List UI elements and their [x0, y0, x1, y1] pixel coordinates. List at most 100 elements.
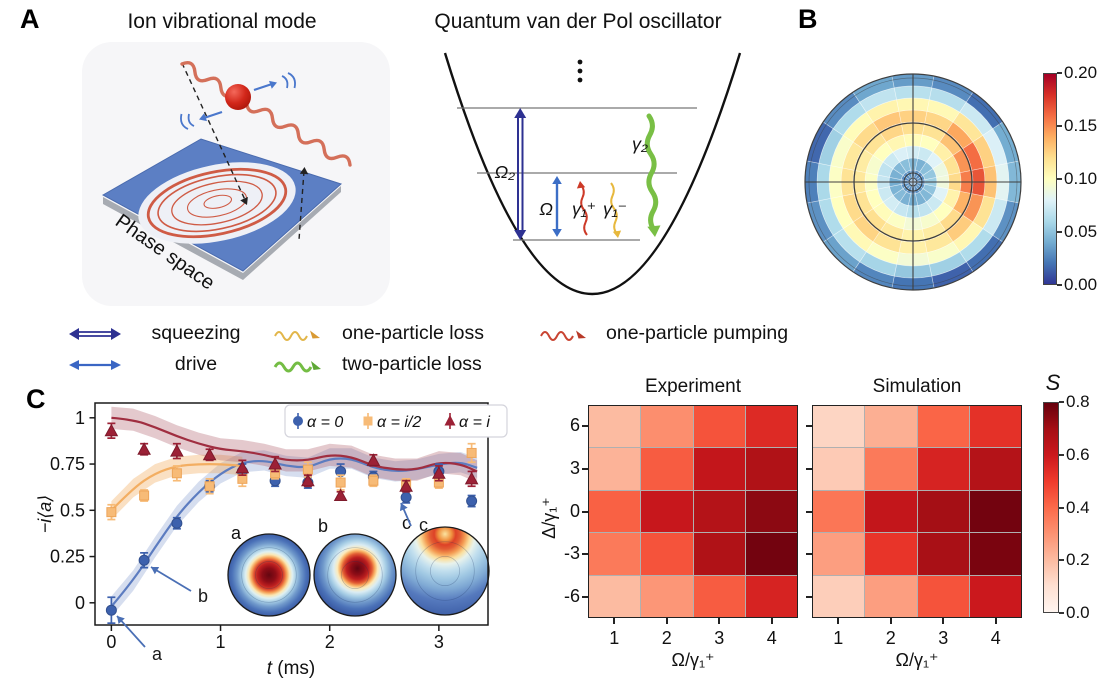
- data-point: [268, 457, 282, 470]
- data-point: [432, 466, 446, 479]
- cbar-b-tickmark: [1057, 72, 1062, 74]
- cbar-b-ticklabel: 0.00: [1064, 275, 1098, 294]
- cbar-b-ticklabel: 0.20: [1064, 63, 1098, 82]
- heatmap-cell: [693, 575, 745, 617]
- x-axis-label: t (ms): [267, 658, 316, 679]
- cbar-b-tickmark: [1057, 178, 1062, 180]
- heatmap-y-ticklabel: 3: [569, 457, 580, 478]
- heatmap-y-tickmark: [806, 553, 812, 556]
- polar-grid: [804, 73, 1022, 291]
- heatmap-cell: [917, 575, 969, 617]
- cbar-s-ticklabel: 0.4: [1066, 497, 1090, 517]
- data-point: [104, 423, 119, 437]
- y-tick-label: 0.25: [50, 547, 85, 567]
- simulation-heatmap: [812, 405, 1022, 618]
- gamma2-label: γ₂: [632, 134, 648, 154]
- series-legend: α = 0 α = i/2 α = i: [284, 404, 508, 438]
- data-point: [368, 475, 379, 486]
- data-point: [301, 473, 315, 487]
- heatmap-x-ticklabel: 3: [938, 628, 949, 648]
- experiment-heatmap: [588, 405, 798, 618]
- panel-c-label: C: [26, 384, 46, 414]
- data-point: [399, 479, 413, 492]
- vdp-title: Quantum van der Pol oscillator: [434, 10, 722, 33]
- inset-b-label: b: [318, 516, 328, 536]
- phase-space-plate: [101, 138, 342, 280]
- heatmap-cell: [865, 575, 917, 617]
- heatmap-cell: [693, 448, 745, 490]
- heatmap-y-tickmark: [806, 425, 812, 428]
- cbar-s-ticklabel: 0.2: [1066, 550, 1090, 570]
- dynamics-plot: a b c 0 1 2 3 0 0.25 0.5 0.75 1 a b c α = 0 α = i/2…: [35, 402, 508, 679]
- y-tick-label: 0.5: [60, 500, 85, 520]
- data-point: [170, 444, 184, 457]
- heatmap-y-tickmark: [582, 553, 588, 556]
- heatmap-x-tickmark: [770, 618, 773, 624]
- heatmap-cell: [969, 448, 1021, 490]
- series-legend-label: α = 0: [307, 414, 343, 431]
- simulation-title: Simulation: [872, 376, 962, 397]
- data-point: [235, 460, 250, 474]
- point-annotation-label: a: [152, 644, 163, 664]
- data-point: [204, 481, 215, 492]
- heatmap-cell: [813, 406, 865, 448]
- data-point: [400, 491, 412, 503]
- heatmap-x-tickmark: [837, 618, 840, 624]
- experiment-x-axis-label: Ω/γ₁⁺: [671, 650, 715, 670]
- cbar-s-ticklabel: 0.0: [1066, 603, 1090, 622]
- one-particle-pumping-wave-icon: [528, 325, 598, 343]
- heatmap-cell: [641, 575, 693, 617]
- cbar-s-tickmark: [1059, 453, 1064, 456]
- panel-a-label: A: [20, 4, 40, 34]
- heatmap-x-ticklabel: 2: [661, 628, 672, 648]
- heatmap-cell: [969, 490, 1021, 533]
- data-point: [105, 604, 117, 616]
- series-legend-label: α = i/2: [377, 414, 421, 431]
- limit-cycle-spiral: [146, 167, 288, 239]
- omega-label: Ω: [539, 199, 553, 219]
- data-point: [137, 442, 151, 455]
- s-colorbar: [1043, 402, 1059, 613]
- heatmap-cell: [917, 490, 969, 533]
- data-point: [138, 554, 150, 566]
- inset-c: [400, 526, 490, 616]
- cbar-b-tickmark: [1057, 284, 1062, 286]
- heatmap-cell: [693, 490, 745, 533]
- data-point: [302, 464, 313, 475]
- cbar-b-ticklabel: 0.05: [1064, 222, 1098, 241]
- panel-b-colorbar: [1043, 73, 1057, 285]
- heatmap-cell: [813, 575, 865, 617]
- heatmap-x-tickmark: [994, 618, 997, 624]
- legend-drive-label: drive: [174, 353, 218, 375]
- simulation-x-axis-label: Ω/γ₁⁺: [895, 650, 939, 670]
- energy-levels: [457, 107, 697, 241]
- y-tick-label: 0: [75, 593, 85, 613]
- data-point: [106, 507, 117, 518]
- heatmap-cell: [589, 490, 641, 533]
- y-axis-label: −i⟨a⟩: [35, 495, 55, 534]
- cbar-s-ticklabel: 0.6: [1066, 444, 1090, 464]
- heatmap-x-tickmark: [889, 618, 892, 624]
- x-tick-label: 0: [106, 632, 116, 652]
- heatmap-cell: [745, 406, 797, 448]
- wigner-insets: a b c: [227, 513, 490, 617]
- inset-a-label: a: [231, 523, 242, 543]
- inset-c-label: c: [402, 513, 411, 533]
- heatmap-cell: [865, 533, 917, 575]
- heatmap-x-tickmark: [718, 618, 721, 624]
- series-legend-label: α = i: [459, 414, 490, 431]
- data-point: [171, 468, 182, 479]
- experiment-title: Experiment: [644, 376, 742, 397]
- y-tick-label: 0.75: [50, 454, 85, 474]
- heatmap-cell: [745, 533, 797, 575]
- data-point: [466, 495, 478, 507]
- heatmap-y-ticklabel: -3: [563, 543, 580, 564]
- legend-one-particle-loss-label: one-particle loss: [342, 322, 484, 344]
- heatmap-cell: [589, 533, 641, 575]
- cbar-s-tickmark: [1059, 401, 1064, 403]
- heatmap-y-ticklabel: -6: [563, 585, 580, 606]
- cbar-s-tickmark: [1059, 506, 1064, 509]
- heatmap-cell: [745, 490, 797, 533]
- heatmap-cell: [917, 406, 969, 448]
